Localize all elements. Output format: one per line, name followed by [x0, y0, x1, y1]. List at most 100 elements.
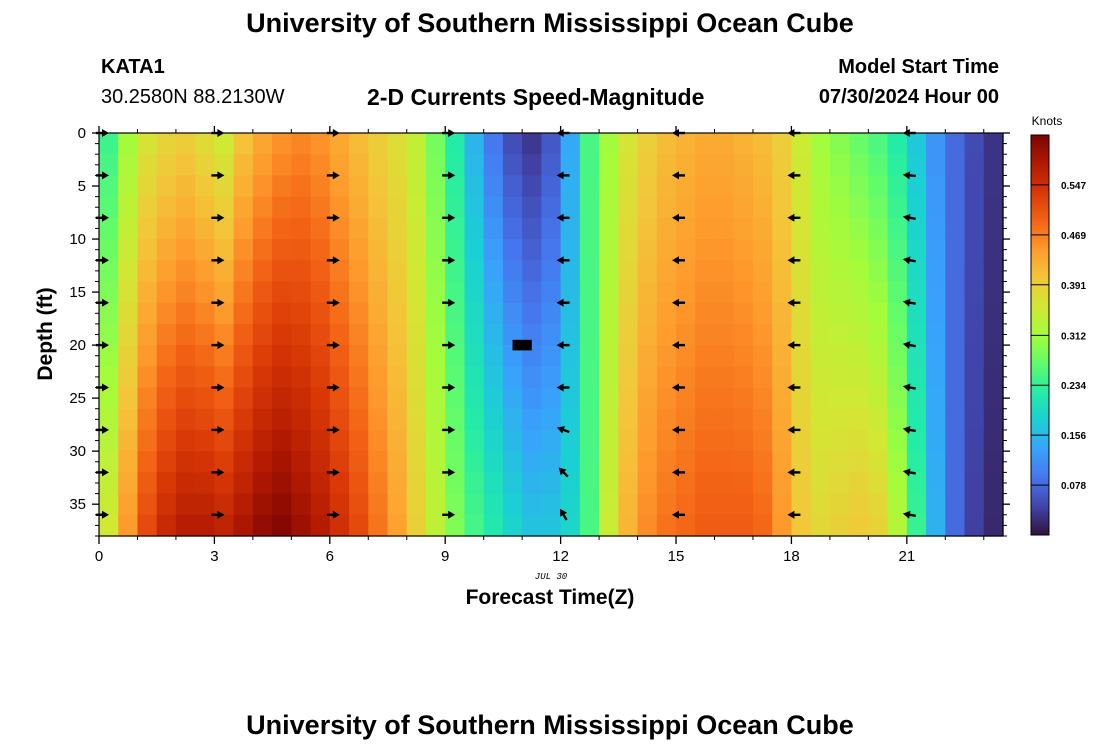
heatmap-cell — [541, 387, 562, 410]
heatmap-cell — [368, 323, 389, 346]
speed-heatmap-chart: 0 3 6 9 12 15 18 21 0 5 10 15 20 25 30 35 JUL 30 Forec… — [34, 114, 1086, 609]
heatmap-cell — [137, 154, 158, 177]
heatmap-cell — [175, 345, 196, 367]
heatmap-cell — [214, 514, 235, 537]
heatmap-cell — [195, 493, 215, 516]
heatmap-cell — [829, 302, 850, 325]
heatmap-cell — [175, 387, 196, 410]
heatmap-cell — [849, 175, 869, 198]
y-tick-label: 10 — [69, 231, 86, 248]
heatmap-cell — [175, 175, 196, 198]
heatmap-cell — [887, 217, 908, 240]
heatmap-cell — [560, 323, 581, 346]
heatmap-cell — [368, 302, 389, 325]
current-arrow — [442, 171, 456, 180]
heatmap-cell — [233, 366, 254, 389]
heatmap-cell — [906, 239, 927, 261]
heatmap-cell — [445, 196, 466, 219]
heatmap-cell — [195, 133, 215, 155]
heatmap-cell — [368, 451, 389, 473]
current-arrow — [557, 426, 570, 434]
heatmap-cell — [983, 366, 1004, 389]
heatmap-cell — [483, 429, 504, 452]
heatmap-cell — [118, 408, 139, 431]
heatmap-cell — [752, 323, 773, 346]
heatmap-cell — [541, 133, 562, 155]
heatmap-cell — [349, 302, 369, 325]
heatmap-cell — [579, 175, 600, 198]
heatmap-cell — [656, 323, 677, 346]
current-arrow — [902, 256, 916, 265]
heatmap-cell — [791, 472, 812, 495]
heatmap-cell — [637, 260, 658, 283]
heatmap-cell — [99, 175, 119, 198]
heatmap-cell — [791, 323, 812, 346]
heatmap-cell — [676, 408, 696, 431]
heatmap-cell — [387, 281, 408, 304]
heatmap-cell — [464, 154, 485, 177]
heatmap-cell — [310, 345, 331, 367]
heatmap-cell — [599, 429, 619, 452]
current-arrow — [326, 510, 340, 519]
current-arrow — [326, 298, 340, 307]
heatmap-cell — [906, 366, 927, 389]
heatmap-cell — [676, 514, 696, 537]
heatmap-cell — [714, 493, 735, 516]
heatmap-cell — [772, 451, 793, 473]
heatmap-cell — [676, 217, 696, 240]
heatmap-cell — [118, 429, 139, 452]
heatmap-cell — [964, 154, 985, 177]
heatmap-cell — [752, 387, 773, 410]
heatmap-cell — [637, 345, 658, 367]
heatmap-cell — [272, 514, 292, 537]
heatmap-cell — [926, 366, 946, 389]
heatmap-cell — [368, 429, 389, 452]
heatmap-cell — [175, 323, 196, 346]
heatmap-cell — [868, 387, 889, 410]
heatmap-cell — [522, 429, 542, 452]
heatmap-cell — [849, 196, 869, 219]
heatmap-cell — [368, 217, 389, 240]
heatmap-cell — [714, 239, 735, 261]
heatmap-cell — [464, 133, 485, 155]
heatmap-cell — [464, 408, 485, 431]
heatmap-cell — [272, 366, 292, 389]
heatmap-cell — [291, 175, 312, 198]
heatmap-cell — [945, 175, 966, 198]
heatmap-cell — [714, 175, 735, 198]
heatmap-cell — [368, 133, 389, 155]
heatmap-cell — [868, 514, 889, 537]
heatmap-cell — [945, 472, 966, 495]
y-tick-label: 5 — [78, 178, 86, 195]
heatmap-cell — [233, 196, 254, 219]
heatmap-cell — [695, 281, 716, 304]
heatmap-cell — [483, 387, 504, 410]
heatmap-cell — [618, 217, 639, 240]
heatmap-cell — [676, 366, 696, 389]
heatmap-cell — [425, 493, 446, 516]
heatmap-cell — [579, 429, 600, 452]
heatmap-cell — [99, 196, 119, 219]
heatmap-cell — [733, 514, 754, 537]
heatmap-cell — [368, 472, 389, 495]
heatmap-cell — [464, 302, 485, 325]
heatmap-cell — [695, 387, 716, 410]
heatmap-cell — [541, 493, 562, 516]
heatmap-cell — [695, 196, 716, 219]
heatmap-cell — [329, 260, 350, 283]
heatmap-cell — [137, 472, 158, 495]
heatmap-cell — [349, 408, 369, 431]
heatmap-cell — [926, 175, 946, 198]
heatmap-cell — [137, 239, 158, 261]
heatmap-cell — [926, 429, 946, 452]
heatmap-cell — [868, 281, 889, 304]
heatmap-cell — [368, 260, 389, 283]
heatmap-cell — [964, 196, 985, 219]
heatmap-cell — [99, 387, 119, 410]
heatmap-cell — [445, 239, 466, 261]
heatmap-cell — [887, 408, 908, 431]
heatmap-cell — [791, 196, 812, 219]
heatmap-cell — [714, 302, 735, 325]
heatmap-cell — [983, 133, 1004, 155]
heatmap-cell — [464, 217, 485, 240]
